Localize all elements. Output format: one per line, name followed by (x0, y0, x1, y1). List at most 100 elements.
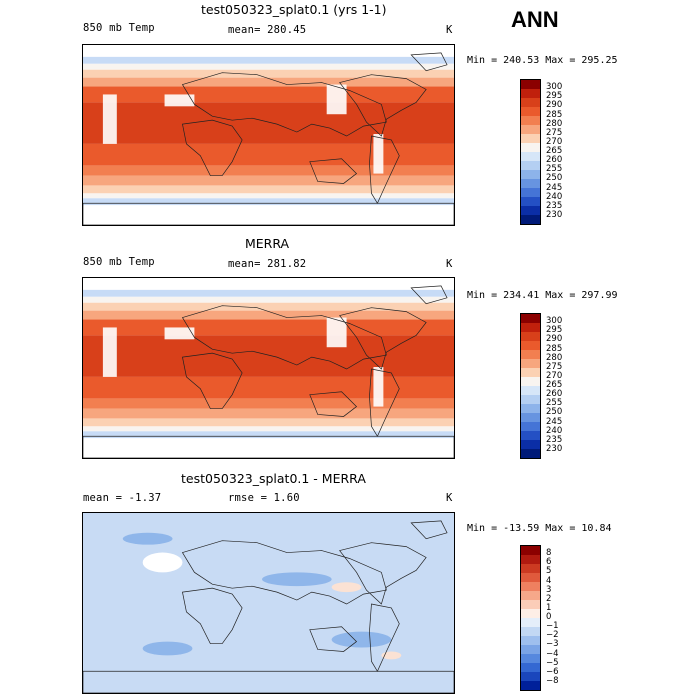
colorbar-tick-label: 285 (546, 109, 563, 120)
colorbar-tick-label: 275 (546, 127, 563, 138)
colorbar-tick-label: 235 (546, 434, 563, 445)
colorbar-swatch (521, 197, 540, 206)
colorbar-swatch (521, 179, 540, 188)
panel-1-field-label: 850 mb Temp (83, 22, 155, 34)
colorbar-tick-label: 8 (546, 548, 552, 559)
panel-2-title: MERRA (245, 236, 290, 251)
colorbar-swatch (521, 413, 540, 422)
colorbar-tick-label: 290 (546, 100, 563, 111)
colorbar-swatch (521, 377, 540, 386)
colorbar-swatch (521, 627, 540, 636)
panel-1-title: test050323_splat0.1 (yrs 1-1) (201, 2, 387, 17)
colorbar-tick-label: 245 (546, 416, 563, 427)
colorbar-tick-label: 260 (546, 155, 563, 166)
colorbar-tick-label: 1 (546, 602, 552, 613)
colorbar-tick-label: 260 (546, 389, 563, 400)
colorbar-swatch (521, 206, 540, 215)
colorbar-tick-label: 235 (546, 200, 563, 211)
colorbar-tick-label: 270 (546, 370, 563, 381)
colorbar-swatch (521, 591, 540, 600)
colorbar-swatch (521, 681, 540, 690)
colorbar-swatch (521, 368, 540, 377)
colorbar-tick-label: 255 (546, 164, 563, 175)
colorbar-tick-label: 4 (546, 575, 552, 586)
colorbar-tick-label: −1 (546, 621, 559, 632)
colorbar-swatch (521, 609, 540, 618)
colorbar-swatch (521, 80, 540, 89)
colorbar-tick-label: 285 (546, 343, 563, 354)
colorbar-swatch (521, 431, 540, 440)
panel-1-units: K (446, 24, 453, 36)
colorbar-tick-label: 0 (546, 612, 552, 622)
colorbar-tick-label: −3 (546, 639, 559, 650)
colorbar-swatch (521, 546, 540, 555)
map-field (83, 45, 454, 225)
panel-2-field-label: 850 mb Temp (83, 256, 155, 268)
colorbar-swatch (521, 404, 540, 413)
colorbar-swatch (521, 161, 540, 170)
colorbar-swatch (521, 134, 540, 143)
colorbar-swatch (521, 125, 540, 134)
colorbar-tick-label: 295 (546, 91, 563, 102)
panel-2-units: K (446, 258, 453, 270)
panel-3-map (82, 512, 455, 694)
panel-3-title: test050323_splat0.1 - MERRA (181, 471, 366, 486)
colorbar-swatch (521, 654, 540, 663)
colorbar-tick-label: −5 (546, 657, 559, 668)
colorbar-swatch (521, 386, 540, 395)
colorbar-tick-label: 275 (546, 361, 563, 372)
panel-1-minmax: Min = 240.53 Max = 295.25 (467, 55, 618, 66)
colorbar-tick-label: 255 (546, 398, 563, 409)
panel-1-map (82, 44, 455, 226)
panel-1-mean: mean= 280.45 (228, 24, 307, 36)
panel-3-minmax: Min = -13.59 Max = 10.84 (467, 523, 612, 534)
panel-2-map (82, 277, 455, 459)
colorbar-tick-label: 2 (546, 593, 552, 604)
colorbar-swatch (521, 359, 540, 368)
panel-2-mean: mean= 281.82 (228, 258, 307, 270)
panel-3-units: K (446, 492, 453, 504)
colorbar-tick-label: 290 (546, 334, 563, 345)
colorbar-swatch (521, 672, 540, 681)
colorbar-swatch (521, 107, 540, 116)
panel-2-minmax: Min = 234.41 Max = 297.99 (467, 290, 618, 301)
colorbar-tick-label: 240 (546, 425, 563, 436)
colorbar-swatch (521, 341, 540, 350)
colorbar-swatch (521, 350, 540, 359)
colorbar-tick-label: 250 (546, 407, 563, 418)
colorbar-swatch (521, 422, 540, 431)
colorbar-tick-label: 250 (546, 173, 563, 184)
colorbar-swatch (521, 600, 540, 609)
panel-3-mean: mean = -1.37 (83, 492, 162, 504)
colorbar-swatch (521, 143, 540, 152)
colorbar-tick-label: −6 (546, 666, 559, 677)
colorbar-swatch (521, 449, 540, 458)
colorbar-tick-label: 270 (546, 136, 563, 147)
panel-3-colorbar (520, 545, 541, 691)
colorbar-swatch (521, 314, 540, 323)
colorbar-tick-label: 280 (546, 352, 563, 363)
colorbar-swatch (521, 645, 540, 654)
colorbar-swatch (521, 618, 540, 627)
colorbar-swatch (521, 555, 540, 564)
colorbar-swatch (521, 98, 540, 107)
season-label: ANN (511, 7, 559, 32)
colorbar-tick-label: 230 (546, 209, 563, 220)
colorbar-swatch (521, 573, 540, 582)
colorbar-swatch (521, 152, 540, 161)
colorbar-tick-label: −2 (546, 630, 559, 641)
colorbar-tick-label: 3 (546, 584, 552, 595)
colorbar-swatch (521, 188, 540, 197)
colorbar-swatch (521, 170, 540, 179)
map-field (83, 513, 454, 693)
colorbar-swatch (521, 215, 540, 224)
colorbar-swatch (521, 440, 540, 449)
colorbar-tick-label: 240 (546, 191, 563, 202)
colorbar-tick-label: 300 (546, 316, 563, 327)
colorbar-swatch (521, 332, 540, 341)
map-field (83, 278, 454, 458)
colorbar-swatch (521, 564, 540, 573)
colorbar-swatch (521, 663, 540, 672)
colorbar-tick-label: 230 (546, 443, 563, 454)
colorbar-tick-label: 265 (546, 146, 563, 156)
